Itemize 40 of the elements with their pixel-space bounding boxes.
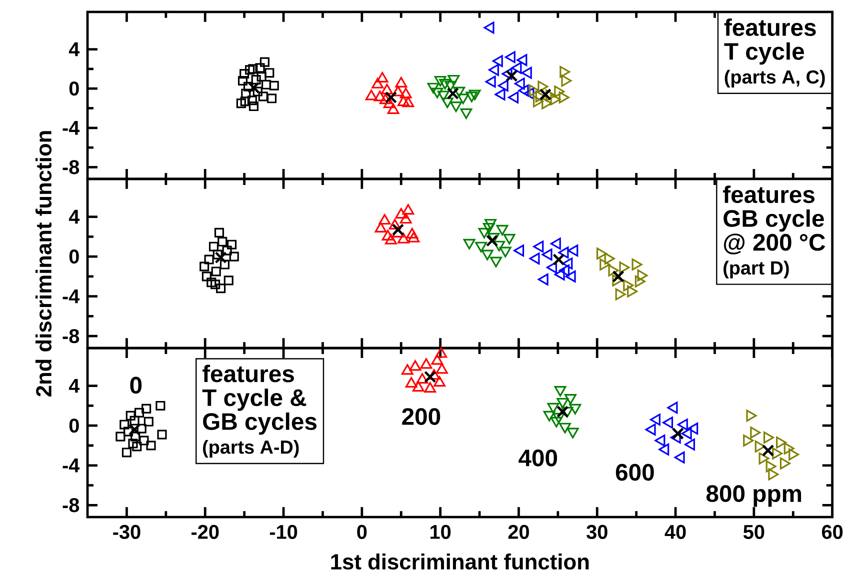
annotation: 400 (518, 450, 558, 467)
y-tick-label: 4 (68, 379, 80, 393)
y-tick-label: 0 (69, 250, 79, 264)
x-tick-label: -20 (192, 525, 219, 540)
x-tick-label: 40 (664, 525, 686, 540)
x-tick-label: 0 (357, 525, 367, 540)
x-tick-label: -10 (270, 525, 298, 540)
annotation: 800 ppm (706, 485, 802, 507)
y-tick-label: -8 (62, 329, 80, 344)
y-tick-label: -8 (62, 160, 80, 174)
y-tick-label: -8 (62, 498, 80, 512)
x-tick-label: 30 (586, 525, 608, 540)
annotation: 200 (402, 408, 440, 426)
annotation: GB cycles (203, 412, 316, 435)
annotation: features (724, 18, 816, 36)
y-axis-title: 2nd discriminant function (35, 131, 52, 397)
y-tick-label: 0 (69, 82, 79, 96)
y-tick-label: 4 (68, 210, 80, 224)
y-tick-label: -4 (62, 121, 80, 135)
annotation: 0 (130, 376, 142, 394)
annotation: features (723, 186, 814, 204)
y-tick-label: 0 (69, 418, 79, 433)
annotation: (parts A-D) (203, 440, 299, 458)
annotation: GB cycle (724, 210, 824, 232)
annotation: T cycle & (202, 388, 306, 412)
annotation: (part D) (724, 260, 789, 279)
x-tick-label: 20 (508, 525, 529, 540)
x-tick-label: 10 (430, 525, 451, 540)
annotation: 600 (616, 464, 654, 481)
y-tick-label: -4 (62, 290, 80, 304)
x-tick-label: -30 (113, 525, 140, 540)
x-tick-label: 50 (743, 525, 764, 540)
annotation: (parts A, C) (724, 70, 825, 88)
y-tick-label: -4 (62, 458, 80, 472)
annotation: T cycle (724, 42, 804, 65)
annotation: features (202, 364, 294, 382)
x-tick-label: 60 (822, 525, 843, 540)
y-tick-label: 4 (68, 42, 80, 56)
x-axis-title: 1st discriminant function (331, 554, 589, 570)
annotation: @ 200 °C (724, 234, 826, 254)
